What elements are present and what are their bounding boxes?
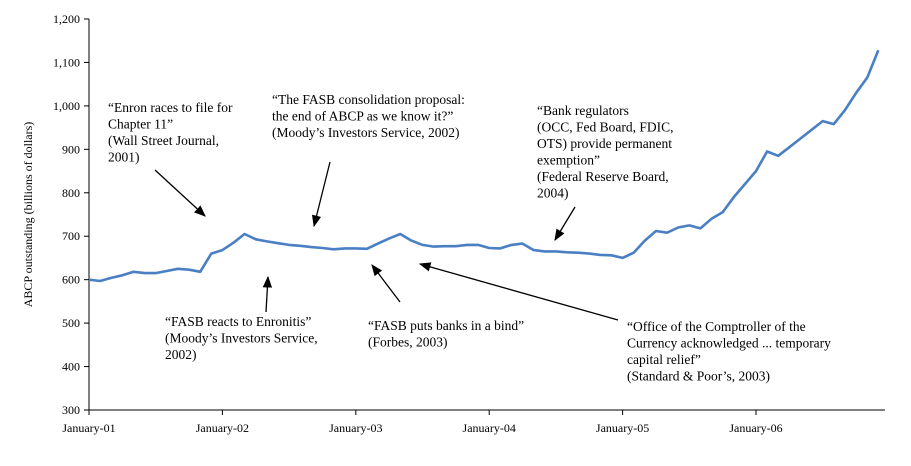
annotation-text: “The FASB consolidation proposal: the end…: [272, 92, 465, 140]
series-line: [88, 49, 880, 283]
series-layer: [88, 49, 880, 283]
y-tick-label: 700: [62, 229, 80, 243]
arrow-layer: [154, 161, 619, 321]
annotation-arrow: [371, 264, 401, 303]
y-tick-label: 1,200: [53, 12, 80, 26]
x-axis: January-01 January-02 January-03 January-04…: [62, 409, 885, 435]
annotation-text: “Office of the Comptroller of the Currenc…: [627, 319, 831, 384]
y-axis-label: ABCP outstanding (billions of dollars): [21, 122, 35, 308]
y-axis: 300 400 500 600 700 800 900 1,000 1,100 1,200: [53, 12, 90, 417]
annotation-text: “FASB puts banks in a bind” (Forbes, 2003…: [368, 318, 524, 350]
annotation-arrow: [312, 161, 331, 228]
annotation-arrow: [554, 206, 576, 242]
annotation-arrow: [418, 262, 619, 321]
x-tick-label: January-04: [463, 421, 516, 435]
annotation-text: “FASB reacts to Enronitis” (Moody’s Inves…: [165, 314, 318, 362]
y-tick-label: 400: [62, 360, 80, 374]
x-tick-label: January-03: [329, 421, 382, 435]
annotation-arrow: [154, 169, 206, 217]
y-tick-label: 600: [62, 273, 80, 287]
y-tick-label: 500: [62, 316, 80, 330]
annotation-layer: “Enron races to file for Chapter 11” (Wall…: [108, 92, 831, 384]
annotation-text: “Enron races to file for Chapter 11” (Wall…: [108, 100, 233, 165]
y-tick-label: 1,000: [53, 99, 80, 113]
x-tick-label: January-02: [196, 421, 249, 435]
x-tick-label: January-01: [62, 421, 115, 435]
x-tick-label: January-06: [729, 421, 782, 435]
y-tick-label: 300: [62, 403, 80, 417]
annotation-text: “Bank regulators (OCC, Fed Board, FDIC, OT…: [537, 103, 674, 201]
y-tick-label: 800: [62, 186, 80, 200]
annotation-arrow: [262, 275, 273, 313]
x-tick-label: January-05: [596, 421, 649, 435]
y-tick-label: 900: [62, 142, 80, 156]
y-tick-label: 1,100: [53, 55, 80, 69]
